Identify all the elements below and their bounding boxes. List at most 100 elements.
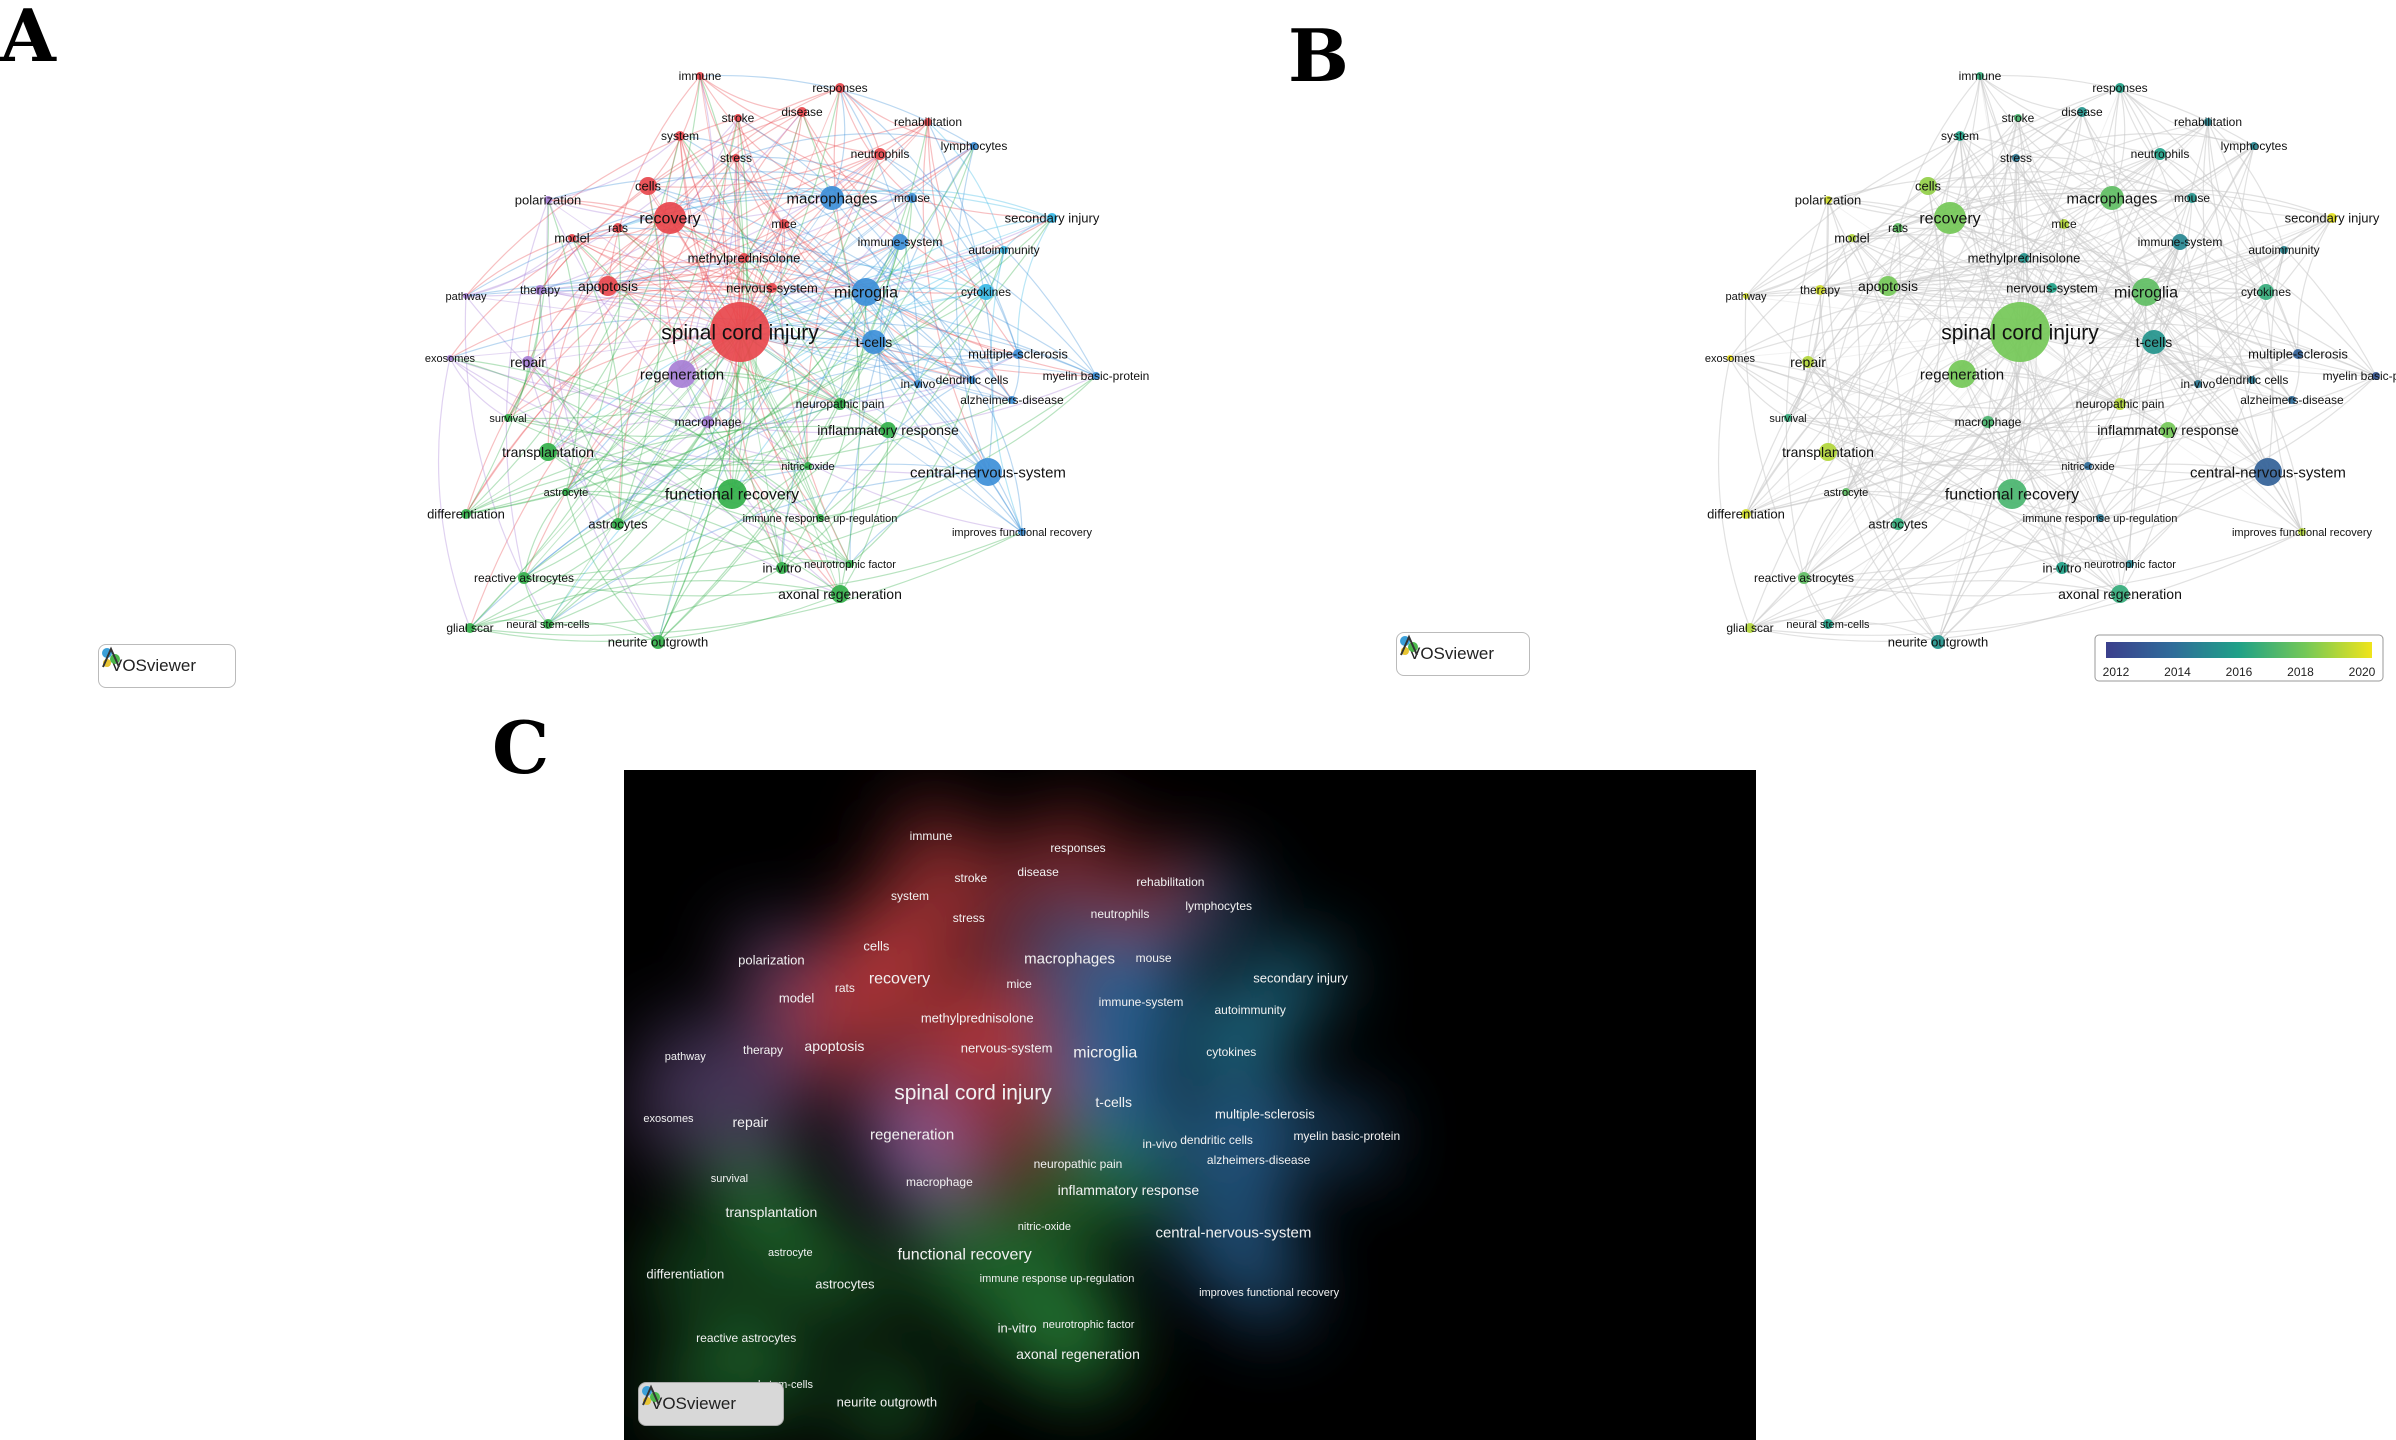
keyword-node[interactable] bbox=[846, 560, 854, 568]
keyword-node[interactable] bbox=[816, 514, 824, 522]
keyword-node[interactable] bbox=[2126, 560, 2134, 568]
keyword-node[interactable] bbox=[852, 278, 880, 306]
keyword-node[interactable] bbox=[880, 422, 896, 438]
keyword-node[interactable] bbox=[702, 416, 714, 428]
keyword-node[interactable] bbox=[639, 177, 657, 195]
keyword-node[interactable] bbox=[1047, 213, 1057, 223]
keyword-node[interactable] bbox=[974, 458, 1002, 486]
keyword-node[interactable] bbox=[1018, 528, 1026, 536]
keyword-node[interactable] bbox=[1934, 202, 1966, 234]
density-map-c[interactable]: immune responses stroke disease rehabilitati… bbox=[624, 770, 1756, 1440]
keyword-node[interactable] bbox=[2014, 114, 2022, 122]
keyword-node[interactable] bbox=[2258, 284, 2274, 300]
keyword-node[interactable] bbox=[2132, 278, 2160, 306]
keyword-node[interactable] bbox=[779, 219, 789, 229]
keyword-node[interactable] bbox=[1878, 276, 1898, 296]
keyword-node[interactable] bbox=[2250, 142, 2258, 150]
keyword-node[interactable] bbox=[544, 196, 552, 204]
network-map-a[interactable]: immune responses stroke disease rehabilitati… bbox=[240, 40, 1340, 720]
keyword-node[interactable] bbox=[776, 562, 788, 574]
vosviewer-badge-a[interactable]: VOSviewer bbox=[98, 644, 236, 688]
keyword-node[interactable] bbox=[2100, 186, 2124, 210]
keyword-node[interactable] bbox=[1824, 196, 1832, 204]
keyword-node[interactable] bbox=[1997, 479, 2027, 509]
keyword-node[interactable] bbox=[2194, 380, 2202, 388]
keyword-node[interactable] bbox=[717, 479, 747, 509]
keyword-node[interactable] bbox=[2248, 376, 2256, 384]
keyword-node[interactable] bbox=[1013, 349, 1023, 359]
keyword-node[interactable] bbox=[732, 154, 740, 162]
keyword-node[interactable] bbox=[1990, 302, 2050, 362]
keyword-node[interactable] bbox=[1919, 177, 1937, 195]
keyword-node[interactable] bbox=[2077, 107, 2087, 117]
keyword-node[interactable] bbox=[675, 131, 685, 141]
keyword-node[interactable] bbox=[924, 118, 932, 126]
keyword-node[interactable] bbox=[668, 360, 696, 388]
keyword-node[interactable] bbox=[907, 193, 917, 203]
keyword-node[interactable] bbox=[767, 283, 777, 293]
keyword-node[interactable] bbox=[2254, 458, 2282, 486]
overlay-map-b[interactable]: immune responses stroke disease rehabilitati… bbox=[1520, 40, 2396, 720]
keyword-node[interactable] bbox=[1842, 488, 1850, 496]
keyword-node[interactable] bbox=[862, 330, 886, 354]
keyword-node[interactable] bbox=[1092, 372, 1100, 380]
keyword-node[interactable] bbox=[1931, 635, 1945, 649]
keyword-node[interactable] bbox=[1815, 285, 1825, 295]
keyword-node[interactable] bbox=[1802, 356, 1814, 368]
keyword-node[interactable] bbox=[568, 234, 576, 242]
keyword-node[interactable] bbox=[1745, 623, 1755, 633]
keyword-node[interactable] bbox=[914, 380, 922, 388]
vosviewer-badge-b[interactable]: VOSviewer bbox=[1396, 632, 1530, 676]
keyword-node[interactable] bbox=[543, 619, 553, 629]
keyword-node[interactable] bbox=[598, 276, 618, 296]
keyword-node[interactable] bbox=[1008, 396, 1016, 404]
keyword-node[interactable] bbox=[651, 635, 665, 649]
keyword-node[interactable] bbox=[2298, 528, 2306, 536]
keyword-node[interactable] bbox=[2019, 253, 2029, 263]
keyword-node[interactable] bbox=[463, 293, 469, 299]
keyword-node[interactable] bbox=[535, 285, 545, 295]
keyword-node[interactable] bbox=[2059, 219, 2069, 229]
keyword-node[interactable] bbox=[2204, 118, 2212, 126]
keyword-node[interactable] bbox=[504, 414, 512, 422]
keyword-node[interactable] bbox=[696, 72, 704, 80]
keyword-node[interactable] bbox=[612, 518, 624, 530]
keyword-node[interactable] bbox=[1976, 72, 1984, 80]
keyword-node[interactable] bbox=[797, 107, 807, 117]
keyword-node[interactable] bbox=[2293, 349, 2303, 359]
keyword-node[interactable] bbox=[710, 302, 770, 362]
keyword-node[interactable] bbox=[734, 114, 742, 122]
keyword-node[interactable] bbox=[1892, 518, 1904, 530]
keyword-node[interactable] bbox=[2047, 283, 2057, 293]
keyword-node[interactable] bbox=[613, 223, 623, 233]
keyword-node[interactable] bbox=[2096, 514, 2104, 522]
keyword-node[interactable] bbox=[1741, 509, 1751, 519]
keyword-node[interactable] bbox=[2142, 330, 2166, 354]
keyword-node[interactable] bbox=[1848, 234, 1856, 242]
keyword-node[interactable] bbox=[2288, 396, 2296, 404]
keyword-node[interactable] bbox=[1000, 246, 1008, 254]
keyword-node[interactable] bbox=[1743, 293, 1749, 299]
keyword-node[interactable] bbox=[874, 148, 886, 160]
keyword-node[interactable] bbox=[1819, 443, 1837, 461]
keyword-node[interactable] bbox=[739, 253, 749, 263]
keyword-node[interactable] bbox=[804, 462, 812, 470]
keyword-node[interactable] bbox=[461, 509, 471, 519]
keyword-node[interactable] bbox=[2056, 562, 2068, 574]
keyword-node[interactable] bbox=[835, 83, 845, 93]
keyword-node[interactable] bbox=[978, 284, 994, 300]
keyword-node[interactable] bbox=[2187, 193, 2197, 203]
keyword-node[interactable] bbox=[1893, 223, 1903, 233]
keyword-node[interactable] bbox=[970, 142, 978, 150]
keyword-node[interactable] bbox=[518, 572, 530, 584]
keyword-node[interactable] bbox=[1798, 572, 1810, 584]
keyword-node[interactable] bbox=[2084, 462, 2092, 470]
keyword-node[interactable] bbox=[1784, 414, 1792, 422]
keyword-node[interactable] bbox=[1727, 355, 1733, 361]
keyword-node[interactable] bbox=[1948, 360, 1976, 388]
keyword-node[interactable] bbox=[968, 376, 976, 384]
keyword-node[interactable] bbox=[2172, 234, 2188, 250]
keyword-node[interactable] bbox=[2115, 83, 2125, 93]
keyword-node[interactable] bbox=[820, 186, 844, 210]
keyword-node[interactable] bbox=[831, 585, 849, 603]
